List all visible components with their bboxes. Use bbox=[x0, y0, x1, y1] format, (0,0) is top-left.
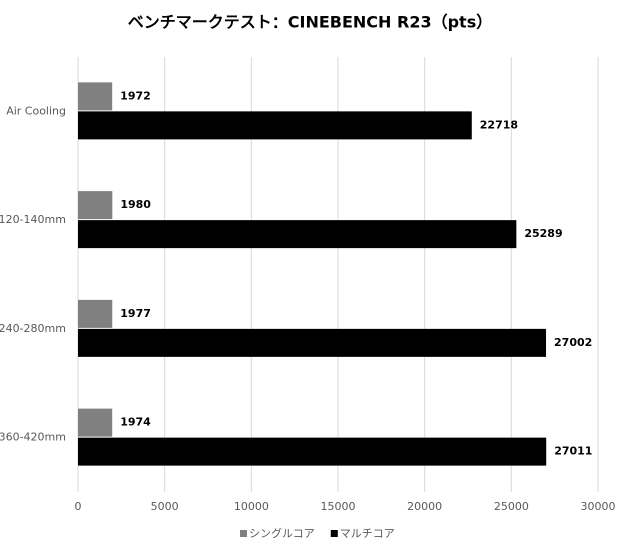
x-tick-label: 20000 bbox=[407, 500, 442, 513]
data-label: 1980 bbox=[120, 198, 151, 211]
x-tick-label: 0 bbox=[75, 500, 82, 513]
x-tick-label: 15000 bbox=[321, 500, 356, 513]
y-tick-label: 360-420mm bbox=[0, 431, 66, 444]
data-label: 27002 bbox=[554, 336, 592, 349]
data-label: 1972 bbox=[120, 89, 151, 102]
legend-swatch bbox=[330, 530, 338, 537]
y-tick-label: 120-140mm bbox=[0, 213, 66, 226]
data-label: 1974 bbox=[120, 416, 151, 429]
bar bbox=[78, 82, 113, 111]
bar bbox=[78, 191, 113, 220]
y-tick-label: Air Cooling bbox=[6, 104, 66, 117]
legend-label: シングルコア bbox=[249, 526, 315, 540]
x-tick-label: 5000 bbox=[151, 500, 179, 513]
data-label: 22718 bbox=[480, 118, 518, 131]
bar bbox=[78, 299, 113, 328]
bar bbox=[78, 328, 547, 357]
chart-title: ベンチマークテスト：CINEBENCH R23（pts） bbox=[128, 13, 492, 32]
bar bbox=[78, 408, 113, 437]
bar bbox=[78, 220, 517, 249]
legend-label: マルチコア bbox=[340, 527, 395, 540]
x-tick-label: 30000 bbox=[581, 500, 616, 513]
legend-swatch bbox=[240, 530, 247, 537]
data-label: 25289 bbox=[524, 227, 562, 240]
data-label: 1977 bbox=[120, 307, 151, 320]
bar bbox=[78, 437, 547, 466]
x-tick-label: 10000 bbox=[234, 500, 269, 513]
x-tick-label: 25000 bbox=[494, 500, 529, 513]
y-tick-label: 240-280mm bbox=[0, 322, 66, 335]
data-label: 27011 bbox=[554, 445, 592, 458]
bar bbox=[78, 111, 472, 140]
